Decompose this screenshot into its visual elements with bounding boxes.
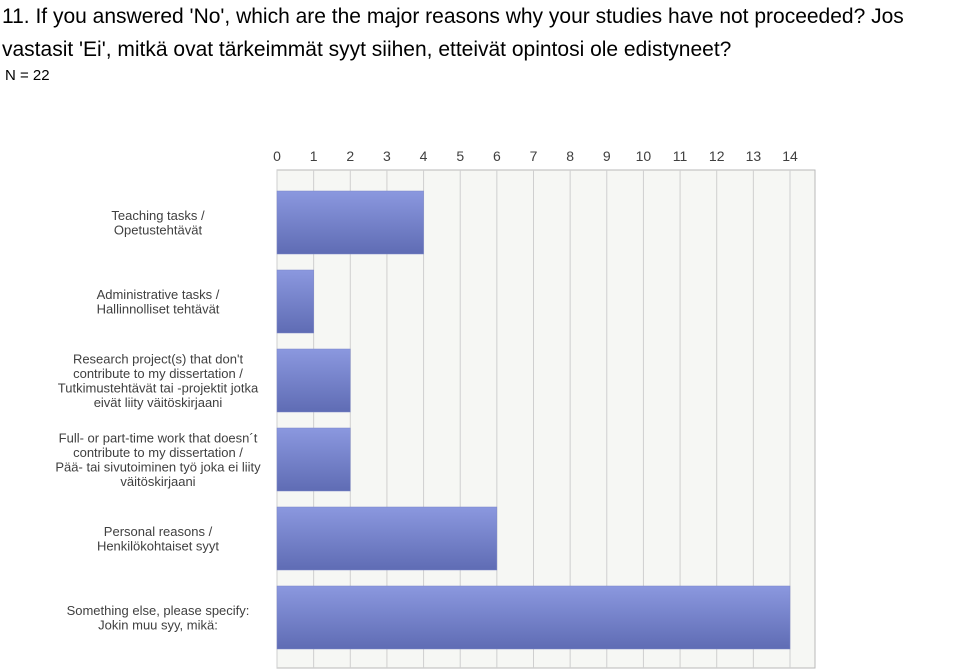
bar (276, 427, 351, 492)
category-label-line: Opetustehtävät (114, 222, 203, 237)
category-label-line: Teaching tasks / (111, 208, 205, 223)
x-tick-label: 3 (383, 148, 391, 164)
category-label-line: Research project(s) that don't (73, 351, 244, 366)
x-tick-labels: 0 1 2 3 4 5 6 7 8 9 10 11 12 13 14 (273, 148, 798, 164)
x-tick-label: 4 (420, 148, 428, 164)
category-label-line: väitöskirjaani (120, 474, 195, 489)
x-tick-label: 13 (746, 148, 762, 164)
bars (276, 190, 791, 650)
category-label-line: contribute to my dissertation / (73, 366, 243, 381)
x-tick-label: 5 (456, 148, 464, 164)
category-label-line: Personal reasons / (104, 524, 213, 539)
category-label: Something else, please specify:Jokin muu… (67, 603, 250, 633)
x-tick-label: 1 (310, 148, 318, 164)
bar (276, 585, 791, 650)
category-label-line: contribute to my dissertation / (73, 445, 243, 460)
x-tick-label: 9 (603, 148, 611, 164)
x-tick-label: 2 (346, 148, 354, 164)
category-label-line: Hallinnolliset tehtävät (97, 301, 220, 316)
category-label: Research project(s) that don'tcontribute… (58, 351, 259, 410)
bar (276, 190, 424, 255)
category-label-line: Jokin muu syy, mikä: (98, 617, 218, 632)
x-tick-label: 12 (709, 148, 725, 164)
x-tick-label: 14 (782, 148, 798, 164)
category-label-line: Something else, please specify: (67, 603, 250, 618)
x-tick-label: 7 (530, 148, 538, 164)
category-label: Full- or part-time work that doesn´tcont… (55, 430, 261, 489)
respondent-count: N = 22 (5, 67, 50, 84)
bar (276, 506, 498, 571)
category-label-line: eivät liity väitöskirjaani (94, 395, 223, 410)
x-tick-label: 6 (493, 148, 501, 164)
x-tick-label: 11 (673, 148, 688, 164)
bar (276, 348, 351, 413)
category-label-line: Pää- tai sivutoiminen työ joka ei liity (55, 459, 261, 474)
category-label-line: Full- or part-time work that doesn´t (59, 430, 258, 445)
category-label-line: Tutkimustehtävät tai -projektit jotka (58, 380, 259, 395)
category-labels: Teaching tasks /Opetustehtävät Administra… (55, 208, 261, 633)
question-title: 11. If you answered 'No', which are the … (2, 5, 904, 61)
category-label: Teaching tasks /Opetustehtävät (111, 208, 205, 238)
category-label-line: Administrative tasks / (97, 287, 220, 302)
category-label: Personal reasons /Henkilökohtaiset syyt (97, 524, 219, 554)
category-label-line: Henkilökohtaiset syyt (97, 538, 219, 553)
x-tick-label: 0 (273, 148, 281, 164)
x-tick-label: 10 (636, 148, 652, 164)
bar (276, 269, 314, 334)
category-label: Administrative tasks /Hallinnolliset teh… (97, 287, 220, 317)
x-tick-label: 8 (566, 148, 574, 164)
